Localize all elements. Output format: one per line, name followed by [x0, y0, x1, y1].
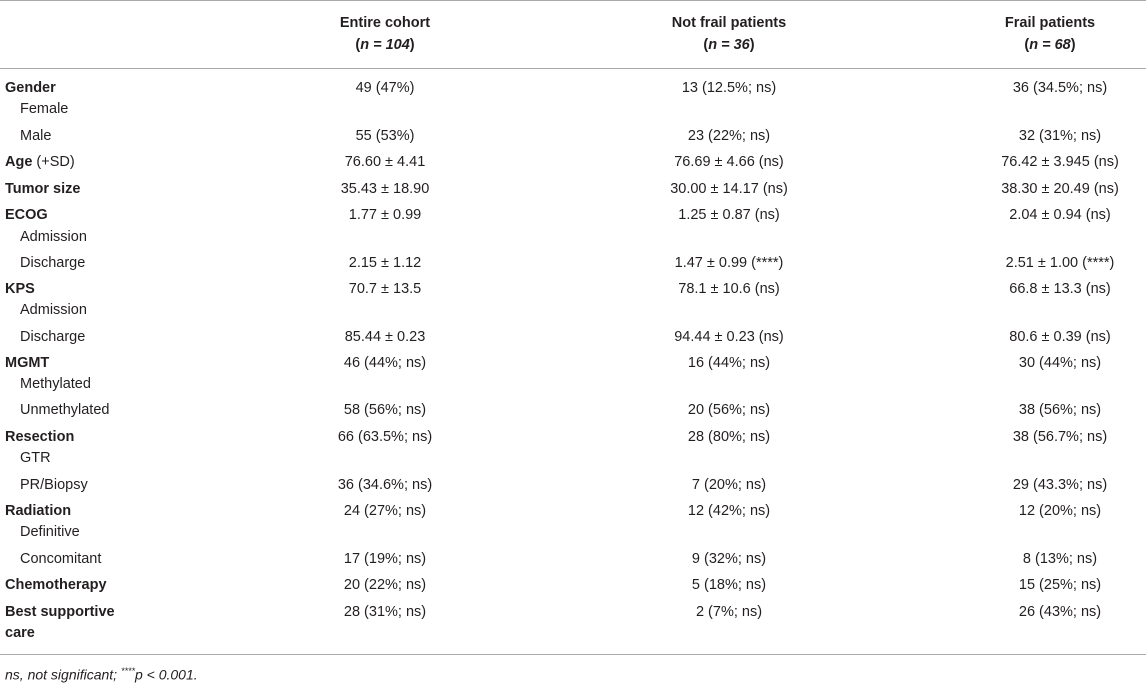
cell-radiation-def-c1: 24 (27%; ns) [343, 503, 427, 519]
cell-kps-adm-c3: 66.8 ± 13.3 (ns) [1009, 281, 1111, 297]
cell-gender-female-c1: 49 (47%) [355, 80, 415, 96]
cell-tumor-c3: 38.30 ± 20.49 (ns) [1001, 181, 1119, 197]
cell-radiation-def-c3: 12 (20%; ns) [1018, 503, 1102, 519]
cell-gender-female-c3: 36 (34.5%; ns) [1012, 80, 1108, 96]
cell-kps-dis-c3: 80.6 ± 0.39 (ns) [1009, 329, 1111, 345]
cell-tumor-c2: 30.00 ± 14.17 (ns) [670, 181, 788, 197]
cell-mgmt-meth-c1: 46 (44%; ns) [343, 355, 427, 371]
row-label-age-suffix: (+SD) [32, 154, 75, 170]
cell-kps-adm-c1: 70.7 ± 13.5 [348, 281, 422, 297]
cell-chemo-c1: 20 (22%; ns) [343, 577, 427, 593]
bottom-rule [0, 654, 1146, 655]
row-sublabel-kps-admission: Admission [20, 302, 87, 318]
cell-ecog-adm-c2: 1.25 ± 0.87 (ns) [678, 207, 780, 223]
cell-radiation-con-c2: 9 (32%; ns) [691, 551, 767, 567]
row-label-tumor-size: Tumor size [5, 181, 81, 197]
row-label-resection: Resection [5, 429, 75, 445]
cell-resection-gtr-c1: 66 (63.5%; ns) [337, 429, 433, 445]
header-not-frail: Not frail patients (n = 36) [619, 12, 839, 56]
row-label-age: Age (+SD) [5, 154, 75, 170]
row-sublabel-definitive: Definitive [20, 524, 80, 540]
cell-resection-gtr-c2: 28 (80%; ns) [687, 429, 771, 445]
cell-kps-adm-c2: 78.1 ± 10.6 (ns) [678, 281, 780, 297]
header-col1-title: Entire cohort [339, 15, 431, 31]
cell-chemo-c3: 15 (25%; ns) [1018, 577, 1102, 593]
row-label-kps: KPS [5, 281, 35, 297]
row-sublabel-gtr: GTR [20, 450, 51, 466]
footnote-text2: p < 0.001. [134, 666, 198, 683]
row-label-best-supportive-care-line1: Best supportive [5, 604, 115, 620]
cell-chemo-c2: 5 (18%; ns) [691, 577, 767, 593]
header-col2-title: Not frail patients [671, 15, 787, 31]
row-sublabel-unmethylated: Unmethylated [20, 402, 110, 418]
cell-gender-female-c2: 13 (12.5%; ns) [681, 80, 777, 96]
cell-bsc-c3: 26 (43%; ns) [1018, 604, 1102, 620]
header-col2-n-text: n = 36 [708, 37, 750, 53]
cell-gender-male-c3: 32 (31%; ns) [1018, 128, 1102, 144]
header-frail: Frail patients (n = 68) [960, 12, 1140, 56]
cell-ecog-dis-c2: 1.47 ± 0.99 (****) [674, 255, 784, 271]
cell-radiation-con-c1: 17 (19%; ns) [343, 551, 427, 567]
cell-radiation-con-c3: 8 (13%; ns) [1022, 551, 1098, 567]
cell-resection-gtr-c3: 38 (56.7%; ns) [1012, 429, 1108, 445]
cell-kps-dis-c1: 85.44 ± 0.23 [344, 329, 426, 345]
header-col3-n-text: n = 68 [1029, 37, 1071, 53]
row-sublabel-concomitant: Concomitant [20, 551, 102, 567]
footnote-text1: ns, not significant; [5, 666, 121, 683]
top-rule [0, 0, 1146, 1]
row-sublabel-ecog-discharge: Discharge [20, 255, 86, 271]
row-label-mgmt: MGMT [5, 355, 50, 371]
cell-radiation-def-c2: 12 (42%; ns) [687, 503, 771, 519]
cell-resection-pr-c3: 29 (43.3%; ns) [1012, 477, 1108, 493]
header-entire-cohort: Entire cohort (n = 104) [285, 12, 485, 56]
header-col2-n: (n = 36) [703, 37, 755, 53]
cell-ecog-adm-c3: 2.04 ± 0.94 (ns) [1009, 207, 1111, 223]
cell-ecog-dis-c1: 2.15 ± 1.12 [348, 255, 422, 271]
header-col1-n: (n = 104) [355, 37, 415, 53]
header-rule [0, 68, 1146, 69]
row-label-gender: Gender [5, 80, 56, 96]
cell-bsc-c1: 28 (31%; ns) [343, 604, 427, 620]
cell-ecog-dis-c3: 2.51 ± 1.00 (****) [1005, 255, 1115, 271]
cell-age-c1: 76.60 ± 4.41 [344, 154, 426, 170]
cell-mgmt-unmeth-c2: 20 (56%; ns) [687, 402, 771, 418]
header-col1-n-text: n = 104 [360, 37, 410, 53]
cell-mgmt-unmeth-c3: 38 (56%; ns) [1018, 402, 1102, 418]
footnote: ns, not significant; ****p < 0.001. [5, 666, 198, 683]
cell-gender-male-c1: 55 (53%) [355, 128, 415, 144]
row-label-radiation: Radiation [5, 503, 72, 519]
cell-kps-dis-c2: 94.44 ± 0.23 (ns) [674, 329, 784, 345]
row-label-chemotherapy: Chemotherapy [5, 577, 107, 593]
row-sublabel-methylated: Methylated [20, 376, 91, 392]
header-col3-title: Frail patients [1004, 15, 1096, 31]
cell-resection-pr-c1: 36 (34.6%; ns) [337, 477, 433, 493]
row-label-best-supportive-care-line2: care [5, 625, 35, 641]
cell-mgmt-meth-c3: 30 (44%; ns) [1018, 355, 1102, 371]
row-sublabel-male: Male [20, 128, 52, 144]
cell-age-c3: 76.42 ± 3.945 (ns) [1001, 154, 1119, 170]
cell-tumor-c1: 35.43 ± 18.90 [340, 181, 430, 197]
cell-mgmt-unmeth-c1: 58 (56%; ns) [343, 402, 427, 418]
cell-gender-male-c2: 23 (22%; ns) [687, 128, 771, 144]
row-sublabel-ecog-admission: Admission [20, 229, 87, 245]
row-sublabel-kps-discharge: Discharge [20, 329, 86, 345]
row-sublabel-female: Female [20, 101, 69, 117]
row-sublabel-pr-biopsy: PR/Biopsy [20, 477, 88, 493]
header-col3-n: (n = 68) [1024, 37, 1076, 53]
cell-ecog-adm-c1: 1.77 ± 0.99 [348, 207, 422, 223]
row-label-age-text: Age [5, 154, 33, 170]
cell-resection-pr-c2: 7 (20%; ns) [691, 477, 767, 493]
cell-mgmt-meth-c2: 16 (44%; ns) [687, 355, 771, 371]
cell-age-c2: 76.69 ± 4.66 (ns) [674, 154, 784, 170]
footnote-stars: **** [120, 666, 135, 676]
cell-bsc-c2: 2 (7%; ns) [695, 604, 763, 620]
row-label-ecog: ECOG [5, 207, 48, 223]
